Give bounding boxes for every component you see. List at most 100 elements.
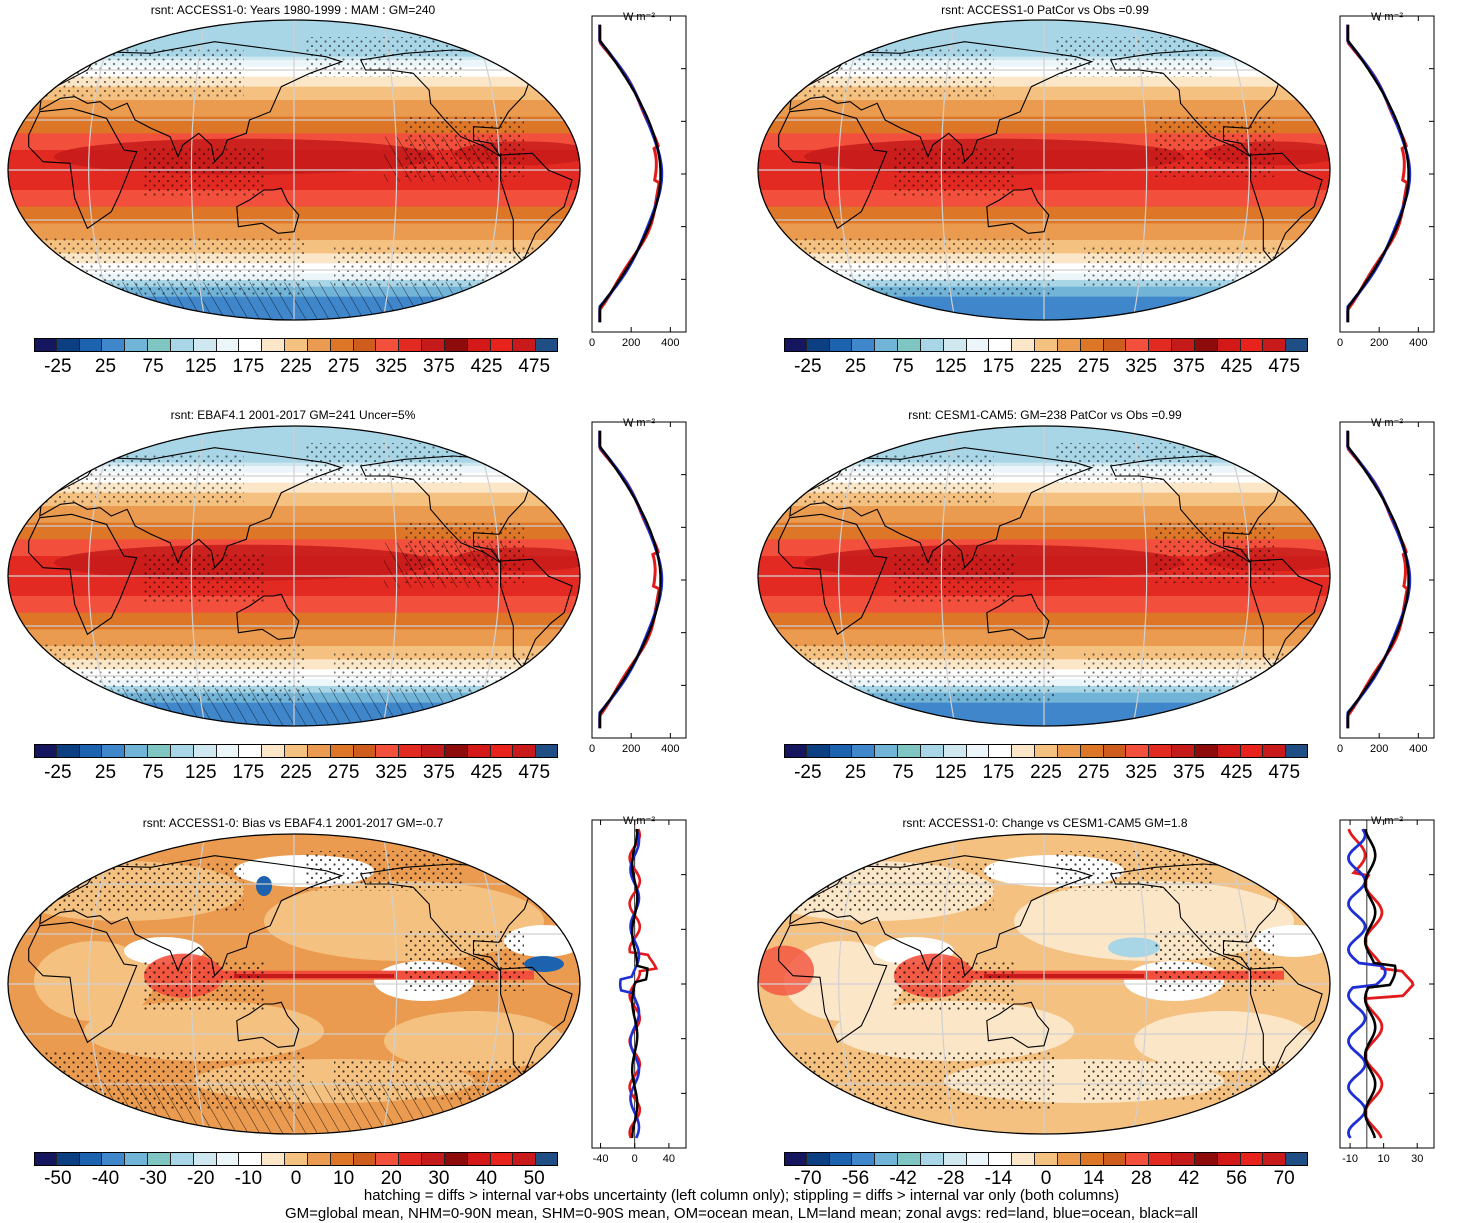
colorbar-tick-label: -56 xyxy=(841,1168,870,1189)
colorbar-tick-label: 175 xyxy=(982,356,1015,377)
x-tick-label: 400 xyxy=(1409,337,1427,349)
colorbar-tick-label: 325 xyxy=(375,356,408,377)
zonal-curve xyxy=(1346,24,1409,323)
x-tick-label: 200 xyxy=(622,743,640,755)
colorbar-tick-label: 325 xyxy=(1125,762,1158,783)
units-label: W m⁻² xyxy=(623,417,655,429)
colorbar-tick-label: 425 xyxy=(1220,762,1253,783)
units-label: W m⁻² xyxy=(623,815,655,827)
colorbar-tick-label: 0 xyxy=(1040,1168,1052,1189)
colorbar-tick-label: 70 xyxy=(1273,1168,1295,1189)
colorbar-labels: -70 -56 -42 -28 -14 0 14 28 42 56 70 xyxy=(784,1168,1308,1190)
colorbar-tick-label: 75 xyxy=(892,762,914,783)
colorbar-labels: -25 25 75 125 175 225 275 325 375 425 475 xyxy=(34,762,558,784)
colorbar-labels: -25 25 75 125 175 225 275 325 375 425 475 xyxy=(784,762,1308,784)
x-tick-label: 0 xyxy=(632,1153,638,1165)
zonal-curve xyxy=(1346,430,1410,729)
colorbar-tick-label: 14 xyxy=(1083,1168,1105,1189)
colorbar-labels: -25 25 75 125 175 225 275 325 375 425 475 xyxy=(784,356,1308,378)
units-label: W m⁻² xyxy=(1371,815,1403,827)
colorbar-tick-label: 25 xyxy=(94,762,117,783)
zonal-curve xyxy=(598,430,662,729)
colorbar-tick-label: 325 xyxy=(1125,356,1158,377)
x-tick-label: -10 xyxy=(1342,1153,1358,1165)
colorbar-tick-label: 275 xyxy=(1077,356,1110,377)
colorbar-tick-label: 225 xyxy=(280,762,312,783)
panel-title: rsnt: ACCESS1-0: Years 1980-1999 : MAM :… xyxy=(150,3,436,17)
units-label: W m⁻² xyxy=(1371,417,1403,429)
colorbar-tick-label: -25 xyxy=(794,762,822,783)
colorbar-tick-label: 425 xyxy=(470,356,503,377)
colorbar-tick-label: 475 xyxy=(1268,762,1301,783)
colorbar-tick-label: 275 xyxy=(327,762,360,783)
zonal-curve xyxy=(1363,828,1397,1139)
zonal-mean-plot: W m⁻²60N30N030S60S0200400 xyxy=(589,417,687,755)
colorbar-tick-label: 275 xyxy=(1077,762,1110,783)
colorbar-tick-label: -25 xyxy=(44,356,72,377)
colorbar-tick-label: 0 xyxy=(290,1168,302,1189)
colorbar-tick-label: 40 xyxy=(475,1168,498,1189)
colorbar-tick-label: 375 xyxy=(1173,762,1205,783)
x-tick-label: 400 xyxy=(661,743,679,755)
x-tick-label: 400 xyxy=(1409,743,1427,755)
colorbar-labels: -25 25 75 125 175 225 275 325 375 425 475 xyxy=(34,356,558,378)
map xyxy=(757,833,1331,1135)
zonal-curve xyxy=(598,24,661,323)
units-label: W m⁻² xyxy=(1371,11,1403,23)
colorbar xyxy=(34,338,559,351)
colorbar-tick-label: 175 xyxy=(232,762,265,783)
panel-title: rsnt: EBAF4.1 2001-2017 GM=241 Uncer=5% xyxy=(170,408,416,422)
x-tick-label: 400 xyxy=(661,337,679,349)
footer-note-hatching: hatching = diffs > internal var+obs unce… xyxy=(363,1187,1120,1204)
panel-title: rsnt: ACCESS1-0: Change vs CESM1-CAM5 GM… xyxy=(902,816,1188,830)
x-tick-label: 0 xyxy=(589,337,595,349)
colorbar-tick-label: 125 xyxy=(184,762,217,783)
colorbar-tick-label: 25 xyxy=(844,356,867,377)
colorbar-tick-label: 325 xyxy=(375,762,408,783)
colorbar-tick-label: 475 xyxy=(518,356,551,377)
map xyxy=(7,425,581,727)
colorbar-tick-label: 50 xyxy=(523,1168,545,1189)
colorbar-tick-label: 56 xyxy=(1225,1168,1248,1189)
panel-title: rsnt: ACCESS1-0: Bias vs EBAF4.1 2001-20… xyxy=(142,816,444,830)
zonal-mean-plot: W m⁻²60N30N030S60S0200400 xyxy=(589,11,687,349)
colorbar-tick-label: -50 xyxy=(44,1168,72,1189)
x-tick-label: 40 xyxy=(663,1153,675,1165)
colorbar-tick-label: 125 xyxy=(184,356,217,377)
x-tick-label: 200 xyxy=(622,337,640,349)
zonal-curve xyxy=(598,24,664,323)
colorbar-tick-label: -20 xyxy=(186,1168,215,1189)
colorbar-tick-label: -10 xyxy=(234,1168,263,1189)
zonal-curve xyxy=(1346,430,1409,729)
zonal-curve xyxy=(1346,24,1412,323)
colorbar-tick-label: 425 xyxy=(1220,356,1253,377)
zonal-curve xyxy=(598,24,662,323)
x-tick-label: 0 xyxy=(589,743,595,755)
colorbar-tick-label: 25 xyxy=(844,762,867,783)
zonal-mean-plot: W m⁻²60N30N030S60S0200400 xyxy=(1337,11,1435,349)
colorbar xyxy=(784,338,1309,351)
colorbar-tick-label: 475 xyxy=(1268,356,1301,377)
colorbar xyxy=(784,1152,1309,1165)
colorbar-tick-label: 125 xyxy=(934,356,967,377)
x-tick-label: 200 xyxy=(1370,743,1388,755)
colorbar-tick-label: 10 xyxy=(333,1168,355,1189)
colorbar-tick-label: -14 xyxy=(984,1168,1013,1189)
colorbar-tick-label: 30 xyxy=(428,1168,450,1189)
colorbar-tick-label: 75 xyxy=(892,356,914,377)
colorbar-tick-label: 225 xyxy=(1030,762,1062,783)
zonal-mean-plot: W m⁻²60N30N030S60S0200400 xyxy=(1337,417,1435,755)
panel-title: rsnt: ACCESS1-0 PatCor vs Obs =0.99 xyxy=(941,3,1149,17)
colorbar-tick-label: 175 xyxy=(982,762,1015,783)
colorbar-tick-label: -28 xyxy=(936,1168,965,1189)
colorbar-tick-label: 425 xyxy=(470,762,503,783)
colorbar-tick-label: 75 xyxy=(142,356,164,377)
x-tick-label: 0 xyxy=(1337,337,1343,349)
map xyxy=(7,19,581,321)
colorbar-tick-label: 475 xyxy=(518,762,551,783)
colorbar-tick-label: -30 xyxy=(139,1168,167,1189)
map xyxy=(757,425,1331,727)
x-tick-label: 10 xyxy=(1378,1153,1390,1165)
